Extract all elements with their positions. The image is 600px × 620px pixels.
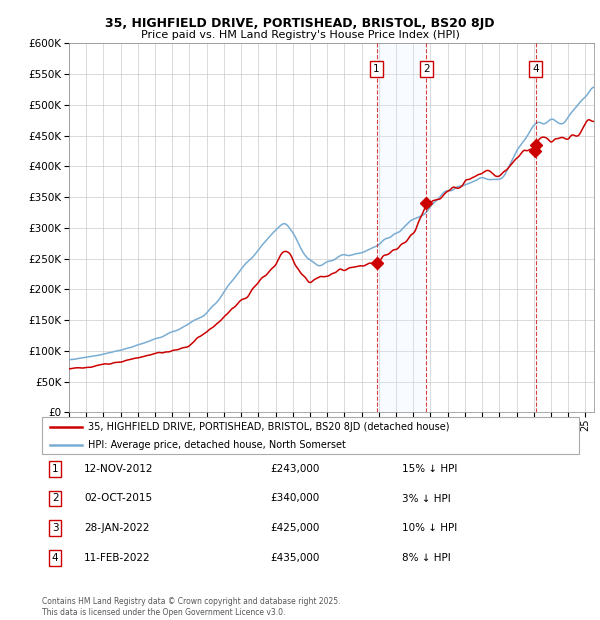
Bar [377, 43, 426, 412]
Text: 4: 4 [52, 553, 59, 563]
Text: 15% ↓ HPI: 15% ↓ HPI [402, 464, 457, 474]
Text: 4: 4 [532, 64, 539, 74]
Text: 28-JAN-2022: 28-JAN-2022 [84, 523, 149, 533]
Text: 3: 3 [52, 523, 59, 533]
Text: 02-OCT-2015: 02-OCT-2015 [84, 494, 152, 503]
Text: 12-NOV-2012: 12-NOV-2012 [84, 464, 154, 474]
Text: 2: 2 [423, 64, 430, 74]
Text: £243,000: £243,000 [270, 464, 319, 474]
Text: £425,000: £425,000 [270, 523, 319, 533]
Text: Contains HM Land Registry data © Crown copyright and database right 2025.
This d: Contains HM Land Registry data © Crown c… [42, 598, 341, 617]
Text: 35, HIGHFIELD DRIVE, PORTISHEAD, BRISTOL, BS20 8JD (detached house): 35, HIGHFIELD DRIVE, PORTISHEAD, BRISTOL… [88, 422, 449, 432]
Text: 1: 1 [373, 64, 380, 74]
Text: 35, HIGHFIELD DRIVE, PORTISHEAD, BRISTOL, BS20 8JD: 35, HIGHFIELD DRIVE, PORTISHEAD, BRISTOL… [105, 17, 495, 30]
Text: Price paid vs. HM Land Registry's House Price Index (HPI): Price paid vs. HM Land Registry's House … [140, 30, 460, 40]
Text: 3% ↓ HPI: 3% ↓ HPI [402, 494, 451, 503]
Text: 8% ↓ HPI: 8% ↓ HPI [402, 553, 451, 563]
Text: 1: 1 [52, 464, 59, 474]
Text: HPI: Average price, detached house, North Somerset: HPI: Average price, detached house, Nort… [88, 440, 346, 450]
Text: £340,000: £340,000 [270, 494, 319, 503]
Text: 2: 2 [52, 494, 59, 503]
FancyBboxPatch shape [42, 417, 579, 454]
Text: 10% ↓ HPI: 10% ↓ HPI [402, 523, 457, 533]
Text: £435,000: £435,000 [270, 553, 319, 563]
Text: 11-FEB-2022: 11-FEB-2022 [84, 553, 151, 563]
